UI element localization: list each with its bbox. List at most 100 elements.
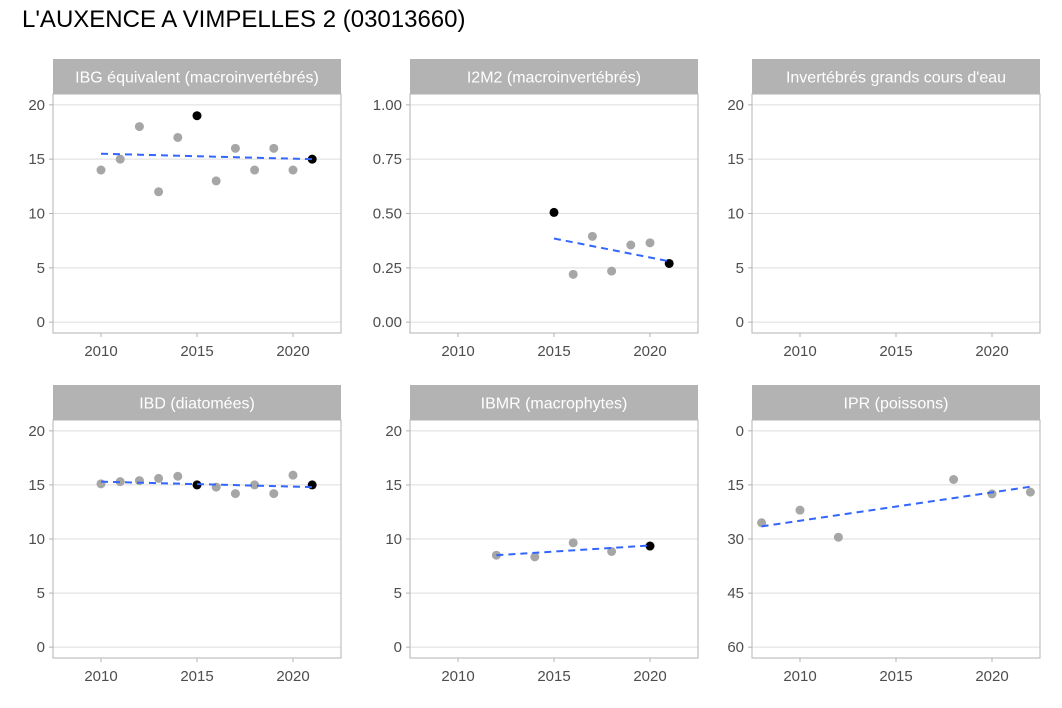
y-tick-label: 45 xyxy=(727,585,744,602)
x-tick-label: 2015 xyxy=(180,343,213,360)
x-tick-label: 2010 xyxy=(783,343,816,360)
data-point xyxy=(230,143,240,153)
y-tick-label: 15 xyxy=(385,477,402,494)
y-tick-label: 20 xyxy=(727,97,744,114)
y-tick-label: 0 xyxy=(37,314,45,331)
y-tick-label: 20 xyxy=(28,97,45,114)
y-tick-label: 5 xyxy=(37,585,45,602)
data-point xyxy=(269,489,279,499)
data-point xyxy=(173,471,183,481)
data-point-highlight xyxy=(664,258,674,268)
y-tick-label: 15 xyxy=(28,477,45,494)
data-point xyxy=(96,165,106,175)
facet-strip-title: Invertébrés grands cours d'eau xyxy=(786,70,1006,87)
x-tick-label: 2010 xyxy=(84,343,117,360)
x-tick-label: 2015 xyxy=(879,668,912,685)
data-point-highlight xyxy=(192,111,202,121)
data-point-highlight xyxy=(549,207,559,217)
y-tick-label: 60 xyxy=(727,639,744,656)
data-point xyxy=(626,240,636,250)
trend-line xyxy=(761,485,1031,528)
y-tick-label: 10 xyxy=(727,206,744,223)
facet-strip xyxy=(53,385,341,420)
y-tick-label: 15 xyxy=(28,151,45,168)
data-point-highlight xyxy=(645,541,655,551)
x-tick-label: 2015 xyxy=(879,343,912,360)
trend-line xyxy=(553,237,670,263)
facet-strip xyxy=(752,385,1040,420)
y-tick-label: 10 xyxy=(385,531,402,548)
panel-border xyxy=(409,419,699,659)
y-tick-label: 0.50 xyxy=(373,206,402,223)
y-tick-label: 15 xyxy=(727,477,744,494)
x-tick-label: 2010 xyxy=(84,668,117,685)
y-tick-label: 5 xyxy=(736,260,744,277)
facet-strip xyxy=(53,59,341,94)
data-point xyxy=(949,475,959,484)
facet-strip-title: IPR (poissons) xyxy=(844,396,949,413)
data-point xyxy=(833,532,843,542)
trend-line xyxy=(100,480,313,489)
x-tick-label: 2015 xyxy=(180,668,213,685)
data-point xyxy=(134,122,144,132)
y-tick-label: 0 xyxy=(37,639,45,656)
x-tick-label: 2020 xyxy=(975,343,1008,360)
page-title: L'AUXENCE A VIMPELLES 2 (03013660) xyxy=(22,6,466,33)
y-tick-label: 0.25 xyxy=(373,260,402,277)
x-tick-label: 2015 xyxy=(537,668,570,685)
y-tick-label: 10 xyxy=(28,531,45,548)
trend-line xyxy=(496,544,651,557)
x-tick-label: 2020 xyxy=(276,668,309,685)
y-tick-label: 10 xyxy=(28,206,45,223)
facet-strip xyxy=(410,385,698,420)
data-point xyxy=(987,489,997,499)
x-tick-label: 2020 xyxy=(633,343,666,360)
y-tick-label: 0.00 xyxy=(373,314,402,331)
data-point-highlight xyxy=(307,480,317,490)
data-point xyxy=(211,176,221,186)
facet-panel-6: IPR (poissons) 0 15 30 45 60 2010 2015 2020 xyxy=(727,385,1041,685)
data-point xyxy=(115,154,125,164)
data-point xyxy=(607,266,617,276)
data-point xyxy=(645,238,655,248)
x-tick-label: 2015 xyxy=(537,343,570,360)
y-tick-label: 5 xyxy=(37,260,45,277)
data-point xyxy=(96,479,106,489)
data-point xyxy=(568,538,578,548)
data-point xyxy=(530,552,540,562)
y-tick-label: 15 xyxy=(727,151,744,168)
data-point xyxy=(250,480,260,490)
facet-panel-5: IBMR (macrophytes) 0 5 10 15 20 2010 2015 2020 xyxy=(385,385,699,685)
y-tick-label: 5 xyxy=(394,585,402,602)
data-point-highlight xyxy=(307,154,317,164)
facet-strip xyxy=(752,59,1040,94)
x-tick-label: 2010 xyxy=(783,668,816,685)
data-point xyxy=(269,143,279,153)
panel-border xyxy=(751,93,1041,334)
trend-line xyxy=(100,152,313,161)
facet-strip-title: IBMR (macrophytes) xyxy=(481,396,628,413)
y-tick-label: 0 xyxy=(394,639,402,656)
data-point xyxy=(1025,487,1035,497)
facet-strip-title: I2M2 (macroinvertébrés) xyxy=(467,70,641,87)
data-point xyxy=(250,165,260,175)
x-tick-label: 2020 xyxy=(276,343,309,360)
x-tick-label: 2010 xyxy=(441,343,474,360)
data-point xyxy=(757,518,767,528)
facet-panel-2: I2M2 (macroinvertébrés) 0.00 0.25 0.50 0.75 1… xyxy=(373,59,699,360)
data-point xyxy=(607,546,617,556)
y-tick-label: 30 xyxy=(727,531,744,548)
panel-border xyxy=(52,419,342,659)
facet-strip-title: IBG équivalent (macroinvertébrés) xyxy=(75,70,319,87)
data-point xyxy=(115,477,125,487)
data-point xyxy=(230,489,240,499)
x-tick-label: 2020 xyxy=(633,668,666,685)
facet-panel-1: IBG équivalent (macroinvertébrés) 0 5 10 15 2… xyxy=(28,59,342,360)
data-point xyxy=(795,505,805,515)
facet-panel-3: Invertébrés grands cours d'eau0510152020… xyxy=(727,59,1041,360)
y-tick-label: 20 xyxy=(28,423,45,440)
data-point xyxy=(587,231,597,241)
facet-strip xyxy=(410,59,698,94)
data-point xyxy=(568,269,578,279)
